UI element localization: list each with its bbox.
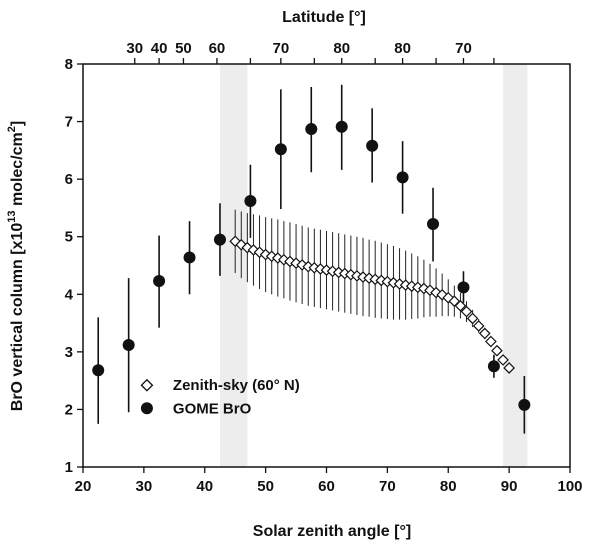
top-tick-label: 80 <box>333 40 350 57</box>
gome-bro-point <box>153 275 166 288</box>
x-tick-label: 40 <box>196 478 213 495</box>
zenith-sky-point <box>485 335 497 348</box>
gome-bro-point <box>335 120 348 133</box>
gome-bro-point <box>518 398 531 411</box>
shaded-region <box>219 64 248 467</box>
zenith-sky-point <box>278 253 290 266</box>
y-tick-label: 8 <box>65 56 73 73</box>
zenith-sky-point <box>290 257 302 270</box>
gome-bro-point <box>213 233 226 246</box>
gome-bro-point <box>274 143 287 156</box>
zenith-sky-point <box>472 320 485 332</box>
top-axis-ticks: 30 40 50 60 70 80 80 70 <box>126 40 495 64</box>
x-tick-label: 30 <box>136 478 153 495</box>
gome-bro-point <box>122 338 135 351</box>
y-tick-label: 6 <box>65 171 73 188</box>
gome-bro-point <box>487 360 500 373</box>
gome-bro-series <box>92 84 531 434</box>
x-tick-label: 20 <box>75 478 92 495</box>
top-tick-label: 60 <box>209 40 226 57</box>
x-tick-label: 50 <box>257 478 274 495</box>
x-tick-label: 70 <box>379 478 396 495</box>
zenith-sky-point <box>241 241 254 254</box>
zenith-sky-point <box>491 344 503 357</box>
legend-circle-marker <box>140 402 153 415</box>
y-axis-title-part: BrO vertical column [x10 <box>9 223 26 412</box>
x-tick-label: 80 <box>440 478 457 495</box>
top-tick-label: 70 <box>455 40 472 57</box>
y-axis-ticks: 1 2 3 4 5 6 7 8 <box>65 56 83 476</box>
zenith-sky-point <box>271 252 284 264</box>
y-tick-label: 7 <box>65 114 73 131</box>
zenith-sky-point <box>460 305 473 318</box>
x-tick-label: 100 <box>557 478 582 495</box>
top-tick-label: 80 <box>394 40 411 57</box>
gome-bro-point <box>244 195 257 208</box>
zenith-sky-point <box>436 289 449 301</box>
gome-bro-point <box>427 218 440 231</box>
y-axis-title-superscript: 13 <box>6 210 18 222</box>
top-tick-label: 40 <box>151 40 168 57</box>
gome-bro-point <box>305 123 318 136</box>
x-tick-label: 90 <box>501 478 518 495</box>
legend-label-gome-bro: GOME BrO <box>173 400 252 417</box>
y-axis-title-superscript: 2 <box>6 126 18 132</box>
top-tick-label: 30 <box>126 40 143 57</box>
zenith-sky-point <box>454 299 467 312</box>
gome-bro-point <box>457 281 470 294</box>
shaded-regions <box>219 64 528 467</box>
gome-bro-point <box>366 139 379 152</box>
y-tick-label: 3 <box>65 344 73 361</box>
legend: Zenith-sky (60° N) GOME BrO <box>140 377 300 417</box>
y-axis-title-part: molec/cm <box>9 132 26 210</box>
zenith-sky-point <box>478 327 491 340</box>
zenith-sky-series <box>229 235 515 374</box>
top-tick-label: 70 <box>273 40 290 57</box>
y-axis-title: BrO vertical column [x1013 molec/cm2] <box>6 121 26 411</box>
y-tick-label: 2 <box>65 401 73 418</box>
top-tick-label: 50 <box>175 40 192 57</box>
x-tick-label: 60 <box>318 478 335 495</box>
zenith-sky-point <box>247 244 260 256</box>
y-tick-label: 5 <box>65 229 73 246</box>
y-axis-title-part: ] <box>9 121 26 126</box>
zenith-sky-point <box>466 312 479 325</box>
y-tick-label: 1 <box>65 459 73 476</box>
legend-label-zenith-sky: Zenith-sky (60° N) <box>173 377 300 394</box>
gome-bro-point <box>396 171 409 184</box>
zenith-sky-point <box>503 362 515 374</box>
top-axis-title: Latitude [°] <box>282 9 366 26</box>
zenith-sky-point <box>229 235 242 248</box>
y-tick-label: 4 <box>65 286 74 303</box>
legend-diamond-marker <box>140 378 154 392</box>
gome-bro-point <box>92 364 105 377</box>
gome-bro-point <box>183 251 196 264</box>
x-axis-title: Solar zenith angle [°] <box>253 523 411 540</box>
zenith-sky-point <box>497 354 509 366</box>
x-axis-ticks: 20 30 40 50 60 70 80 90 100 <box>75 467 583 495</box>
zenith-sky-point <box>430 286 442 299</box>
zenith-sky-point <box>253 246 266 259</box>
zenith-sky-point <box>418 282 430 295</box>
